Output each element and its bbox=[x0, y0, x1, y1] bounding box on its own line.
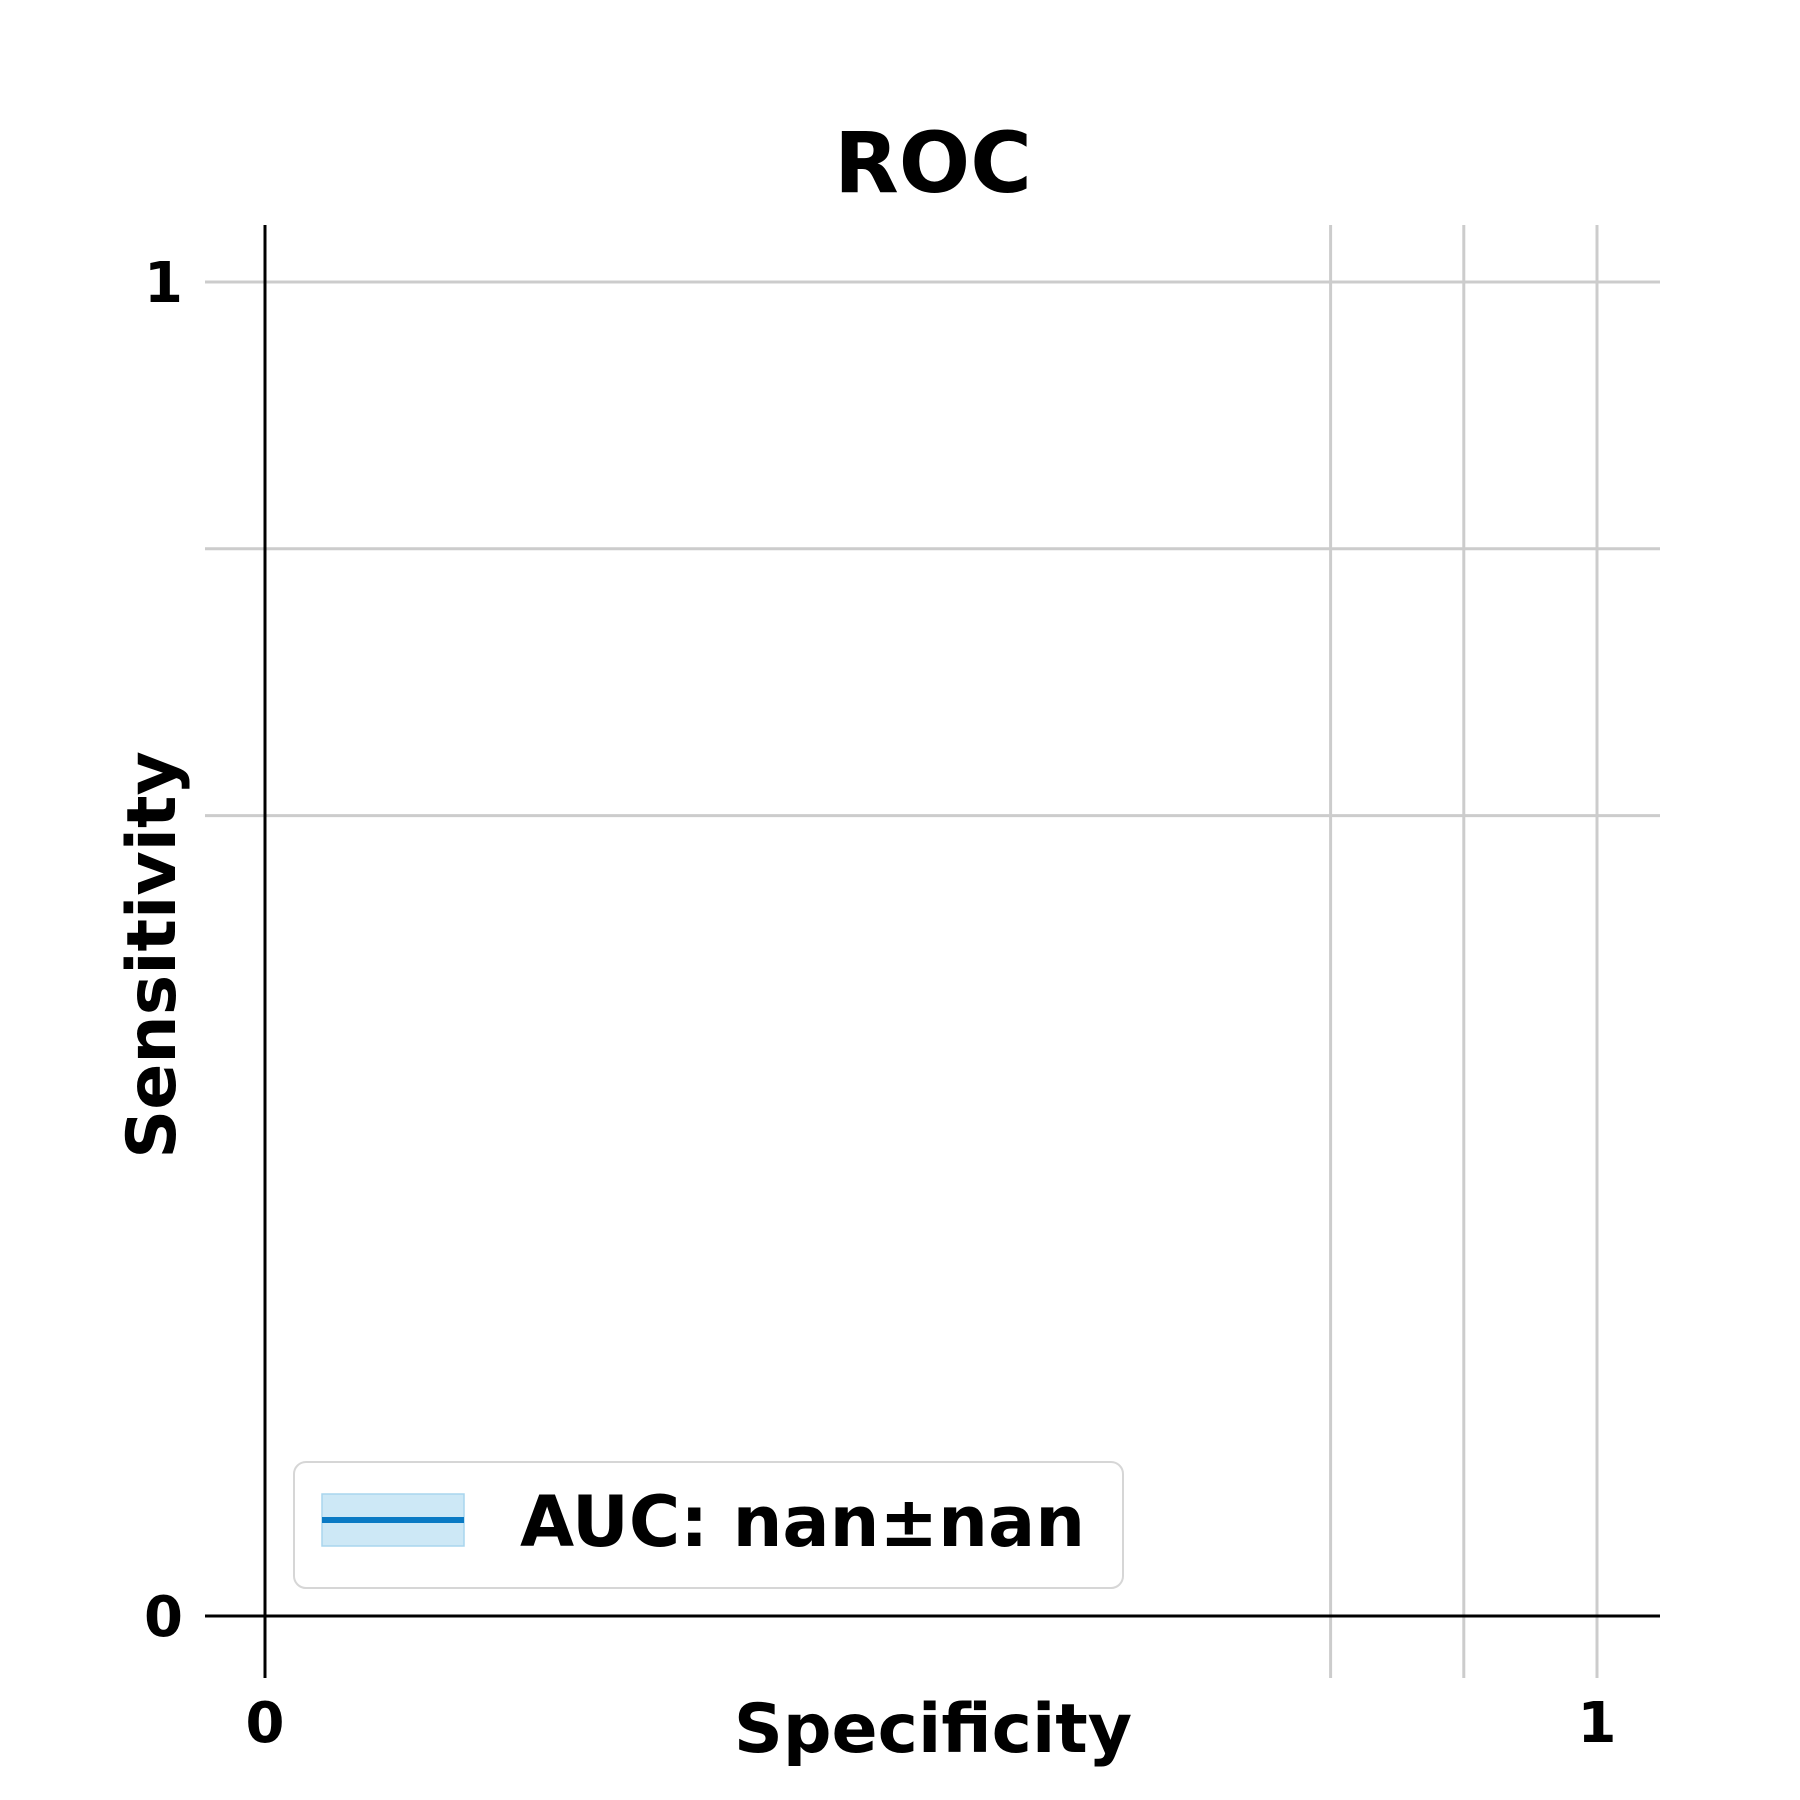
x-tick-label: 0 bbox=[246, 1691, 285, 1756]
legend: AUC: nan±nan bbox=[293, 1461, 1124, 1589]
y-tick-label: 1 bbox=[144, 251, 183, 316]
x-tick-label: 1 bbox=[1578, 1691, 1617, 1756]
y-axis-label: Sensitivity bbox=[113, 751, 192, 1159]
chart-title: ROC bbox=[834, 114, 1032, 212]
grid-layer bbox=[205, 225, 1660, 1678]
legend-label: AUC: nan±nan bbox=[520, 1481, 1085, 1563]
tick-labels: 0 1 0 1 bbox=[144, 251, 1616, 1756]
y-tick-label: 0 bbox=[144, 1585, 183, 1650]
legend-frame bbox=[293, 1461, 1124, 1589]
axes-layer bbox=[205, 225, 1660, 1678]
x-axis-label: Specificity bbox=[734, 1690, 1132, 1769]
